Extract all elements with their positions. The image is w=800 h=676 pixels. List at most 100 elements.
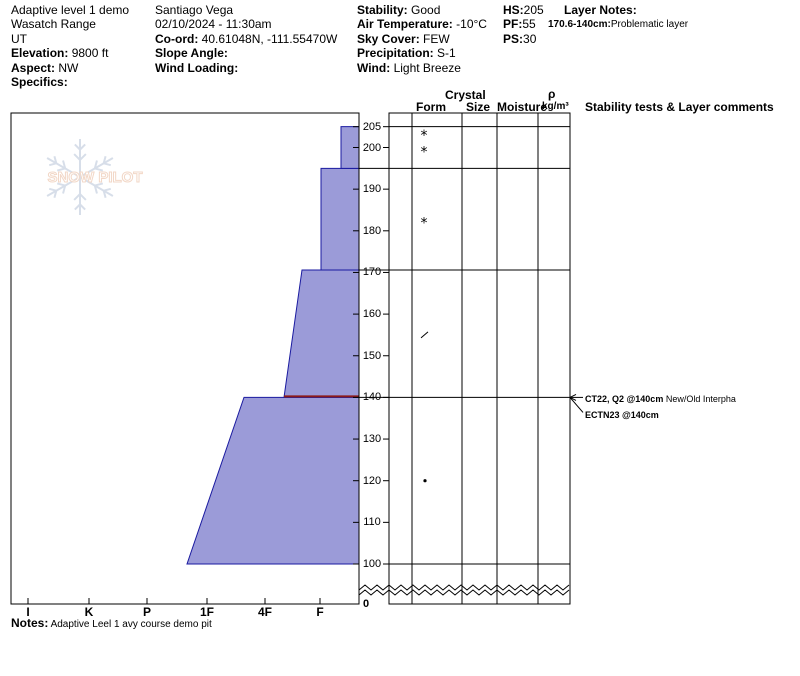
grain-form-symbol xyxy=(423,479,427,483)
snowflake-branch xyxy=(73,153,81,161)
precipitation: Precipitation: S-1 xyxy=(357,46,456,60)
notes-text: Adaptive Leel 1 avy course demo pit xyxy=(50,619,212,630)
snow-height-label: HS: xyxy=(503,3,524,17)
wind-value: Light Breeze xyxy=(393,61,461,75)
snowflake-branch xyxy=(53,190,58,198)
pf-value: 55 xyxy=(522,17,536,31)
stability-value: Good xyxy=(411,3,441,17)
wind-loading-label: Wind Loading: xyxy=(155,61,239,75)
snowflake-branch xyxy=(62,185,67,194)
depth-label: 120 xyxy=(362,474,382,487)
snowflake-branch xyxy=(48,162,57,167)
sky-cover-value: FEW xyxy=(423,32,450,46)
state: UT xyxy=(11,32,27,46)
snowflake-arm xyxy=(79,157,114,178)
snowflake-branch xyxy=(79,143,86,151)
grain-form-symbol: * xyxy=(421,145,428,161)
layer-note-text: Problematic layer xyxy=(610,19,689,30)
snowflake-arm xyxy=(46,157,81,178)
aspect-label: Aspect: xyxy=(11,61,56,75)
wind-loading: Wind Loading: xyxy=(155,61,238,75)
snowflake-branch xyxy=(79,203,86,211)
pit-title: Adaptive level 1 demo xyxy=(11,3,130,17)
elevation-label: Elevation: xyxy=(11,46,69,60)
grain-form-symbols: *** xyxy=(420,128,429,483)
snowflake-arm xyxy=(46,176,81,197)
ski-penetration: PS:30 xyxy=(503,32,536,46)
snow-height: HS:205 xyxy=(503,3,544,17)
aspect: Aspect: NW xyxy=(11,61,78,75)
air-temperature-label: Air Temperature: xyxy=(357,17,453,31)
crystal-header: Crystal xyxy=(445,88,486,102)
hardness-label-1f: 1F xyxy=(199,605,214,619)
profile-layer-140-100 xyxy=(186,396,360,565)
mountain-range: Wasatch Range xyxy=(11,17,96,31)
snowflake-branch xyxy=(93,185,98,194)
snowflake-branch xyxy=(102,156,107,164)
profile-layers xyxy=(186,126,360,565)
stability-test-pointers xyxy=(569,393,584,413)
snowflake-branch xyxy=(79,193,87,201)
snowpilot-watermark: SNOW PILOT xyxy=(46,139,143,215)
hardness-axis xyxy=(27,598,321,604)
hardness-label-f: F xyxy=(316,605,324,619)
coordinates-label: Co-ord: xyxy=(155,32,199,46)
form-header: Form xyxy=(416,100,446,114)
snowflake-branch xyxy=(74,143,81,151)
watermark-text: SNOW PILOT xyxy=(48,169,143,186)
specifics: Specifics: xyxy=(11,75,68,89)
pit-notes: Notes: Adaptive Leel 1 avy course demo p… xyxy=(11,616,212,632)
ps-value: 30 xyxy=(523,32,537,46)
slope-angle-label: Slope Angle: xyxy=(155,46,228,60)
sky-cover-label: Sky Cover: xyxy=(357,32,420,46)
snowflake-branch xyxy=(73,193,81,201)
snowflake-branch xyxy=(103,187,112,192)
grain-form-symbol xyxy=(420,331,429,339)
snowflake-branch xyxy=(48,187,57,192)
stability-test-ct-comment: New/Old Interpha xyxy=(663,394,736,404)
depth-label: 140 xyxy=(362,391,382,404)
density-rho-header: ρ xyxy=(548,87,556,101)
pf-label: PF: xyxy=(503,17,523,31)
grid-layer-rows xyxy=(359,126,570,565)
depth-label: 100 xyxy=(362,558,382,570)
depth-label: 205 xyxy=(362,120,382,133)
snowflake-branch xyxy=(93,160,98,169)
stability-label: Stability: xyxy=(357,3,408,17)
snowflake-branch xyxy=(53,156,58,164)
slope-angle: Slope Angle: xyxy=(155,46,228,60)
snowflake-arm xyxy=(79,176,114,197)
depth-label: 200 xyxy=(362,141,382,154)
depth-label: 180 xyxy=(362,224,382,237)
snowflake-branch xyxy=(56,167,66,172)
snowflake-branch xyxy=(94,182,104,187)
depth-label-ground: 0 xyxy=(363,598,370,610)
stability-comments-header: Stability tests & Layer comments xyxy=(585,100,774,114)
air-temperature-value: -10°C xyxy=(456,17,487,31)
depth-label: 190 xyxy=(362,183,382,196)
depth-label: 170 xyxy=(362,266,382,279)
elevation-value: 9800 ft xyxy=(71,46,109,60)
wind: Wind: Light Breeze xyxy=(357,61,461,75)
grain-form-symbol: * xyxy=(421,215,428,231)
hardness-label-i: I xyxy=(26,605,30,619)
ground-zigzag xyxy=(358,584,570,591)
layer-grid xyxy=(388,112,571,605)
notes-label: Notes: xyxy=(11,616,49,630)
profile-layer-195-170 xyxy=(320,167,360,271)
depth-label: 130 xyxy=(362,433,382,446)
coordinates: Co-ord: 40.61048N, -111.55470W xyxy=(155,32,337,46)
grid-frame xyxy=(388,112,571,605)
moisture-header: Moisture xyxy=(497,100,548,114)
sky-cover: Sky Cover: FEW xyxy=(357,32,450,46)
stability-test-ct: CT22, Q2 @140cm New/Old Interpha xyxy=(585,392,736,406)
hardness-label-k: K xyxy=(84,605,94,619)
depth-label: 110 xyxy=(363,516,381,529)
snow-height-value: 205 xyxy=(523,3,544,17)
precipitation-value: S-1 xyxy=(437,46,456,60)
layer-note: 170.6-140cm:Problematic layer xyxy=(548,18,688,32)
pit-foot-penetration: PF:55 xyxy=(503,17,536,31)
hardness-label-4f: 4F xyxy=(257,605,272,619)
test-pointer-arrowhead xyxy=(569,393,577,401)
aspect-value: NW xyxy=(58,61,79,75)
